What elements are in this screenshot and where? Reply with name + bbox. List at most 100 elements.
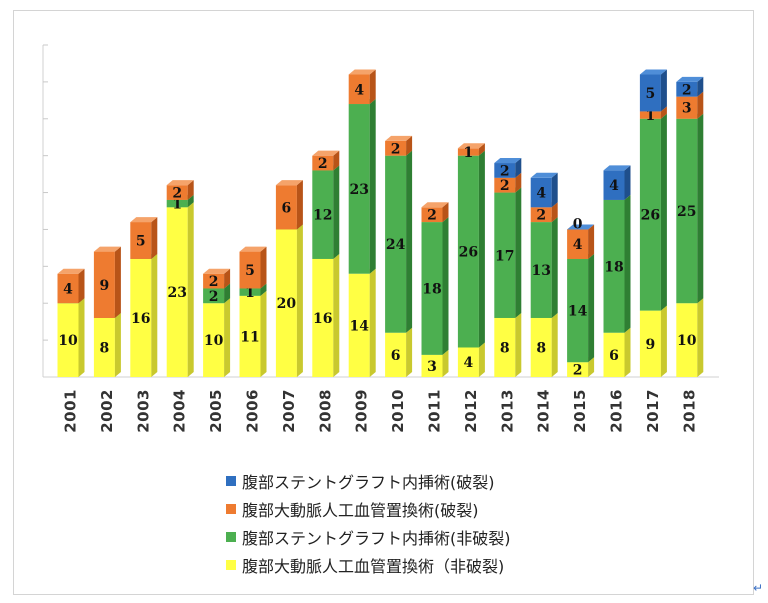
data-label: 23 bbox=[167, 285, 186, 301]
data-label: 8 bbox=[500, 340, 510, 356]
data-label: 6 bbox=[609, 348, 619, 364]
bar-segment bbox=[239, 288, 261, 296]
bar-segment-top bbox=[275, 180, 303, 186]
bar-segment-side bbox=[697, 298, 704, 377]
data-label: 4 bbox=[536, 186, 546, 202]
legend-swatch bbox=[226, 504, 236, 514]
bar-segment-side bbox=[442, 217, 449, 355]
bar-segment-top bbox=[130, 217, 158, 223]
legend-label: 腹部大動脈人工血管置換術（非破裂) bbox=[242, 557, 505, 576]
bar-segment bbox=[421, 222, 443, 355]
data-label: 1 bbox=[646, 108, 656, 124]
bar-segment bbox=[603, 332, 625, 377]
bar-segment-top bbox=[93, 246, 121, 252]
data-label: 26 bbox=[641, 208, 660, 224]
bar-segment-side bbox=[296, 224, 303, 377]
data-label: 16 bbox=[131, 311, 150, 327]
data-label: 1 bbox=[245, 285, 255, 301]
bar-segment-top bbox=[421, 202, 449, 208]
bar-segment bbox=[130, 222, 152, 259]
bar-segment-side bbox=[369, 268, 376, 377]
bar-segment bbox=[57, 303, 79, 377]
bar-segment-side bbox=[660, 69, 667, 112]
data-label: 14 bbox=[568, 304, 588, 320]
bar-segment bbox=[676, 81, 698, 97]
bar-segment bbox=[494, 177, 516, 193]
x-tick-label: 2017 bbox=[644, 389, 662, 433]
bar-segment-side bbox=[406, 327, 413, 377]
bar-segment-side bbox=[697, 91, 704, 119]
bar-segment-top bbox=[676, 76, 704, 82]
legend-label: 腹部ステントグラフト内挿術(破裂) bbox=[242, 473, 495, 492]
bar-segment-side bbox=[224, 298, 231, 377]
data-label: 26 bbox=[459, 245, 478, 261]
bar-segment bbox=[385, 155, 407, 333]
legend-label: 腹部ステントグラフト内挿術(非破裂) bbox=[242, 529, 511, 548]
bar-segment bbox=[93, 317, 115, 377]
data-label: 1 bbox=[172, 197, 182, 213]
bar-segment-side bbox=[697, 76, 704, 97]
bar-segment bbox=[166, 207, 188, 377]
x-tick-label: 2009 bbox=[353, 389, 371, 433]
bar-segment-side bbox=[187, 202, 194, 377]
data-label: 2 bbox=[318, 156, 328, 172]
bar-segment bbox=[676, 96, 698, 119]
x-tick-label: 2013 bbox=[498, 389, 516, 433]
bar-segment bbox=[385, 140, 407, 156]
data-label: 10 bbox=[204, 333, 224, 349]
bar-segment bbox=[421, 354, 443, 377]
bar-segment-side bbox=[697, 113, 704, 304]
data-label: 10 bbox=[58, 333, 78, 349]
bar-segment-top bbox=[239, 246, 267, 252]
x-tick-label: 2007 bbox=[280, 389, 298, 433]
legend-item-stent-rupture: 腹部ステントグラフト内挿術(破裂) bbox=[226, 469, 511, 493]
data-label: 20 bbox=[277, 296, 297, 312]
data-label: 5 bbox=[136, 234, 146, 250]
bar-segment bbox=[530, 317, 552, 377]
bar-segment-side bbox=[515, 187, 522, 318]
x-tick-label: 2014 bbox=[535, 389, 553, 433]
bar-segment-side bbox=[151, 217, 158, 259]
bar-segment bbox=[312, 155, 334, 171]
bar-segment-side bbox=[515, 158, 522, 178]
bar-segment-side bbox=[187, 194, 194, 208]
bar-segment-side bbox=[224, 283, 231, 304]
bar-segment-side bbox=[151, 253, 158, 377]
bar-segment-side bbox=[551, 217, 558, 318]
data-label: 2 bbox=[209, 274, 219, 290]
x-tick-label: 2016 bbox=[608, 389, 626, 433]
bar-segment-top bbox=[494, 158, 522, 164]
bar-segment-side bbox=[515, 172, 522, 193]
bar-segment bbox=[421, 207, 443, 223]
bar-segment bbox=[130, 258, 152, 377]
bar-segment bbox=[676, 303, 698, 377]
bar-segment-side bbox=[442, 202, 449, 223]
bar-segment bbox=[57, 273, 79, 304]
x-tick-label: 2012 bbox=[462, 389, 480, 433]
data-label: 9 bbox=[646, 337, 656, 353]
data-label: 2 bbox=[427, 208, 437, 224]
bar-segment-side bbox=[624, 194, 631, 333]
bar-segment-top bbox=[530, 172, 558, 178]
data-label: 8 bbox=[536, 340, 546, 356]
bar-segment-side bbox=[588, 224, 595, 259]
bar-segment bbox=[530, 222, 552, 318]
bar-segment-side bbox=[187, 180, 194, 200]
legend-swatch bbox=[226, 560, 236, 570]
bar-segment bbox=[494, 163, 516, 178]
bar-segment bbox=[639, 118, 661, 311]
bar-segment-side bbox=[660, 113, 667, 311]
data-label: 3 bbox=[682, 101, 692, 117]
bar-segment bbox=[239, 251, 261, 289]
data-label: 8 bbox=[100, 340, 110, 356]
legend-label: 腹部大動脈人工血管置換術(破裂) bbox=[242, 501, 479, 520]
bar-segment bbox=[530, 207, 552, 223]
bar-segment bbox=[567, 362, 589, 377]
data-label: 5 bbox=[646, 86, 656, 102]
data-label: 6 bbox=[282, 200, 292, 216]
data-label: 4 bbox=[573, 237, 583, 253]
x-tick-label: 2018 bbox=[680, 389, 698, 433]
bar-segment-side bbox=[333, 253, 340, 377]
bar-segment bbox=[348, 273, 370, 377]
bar-segment-top bbox=[639, 69, 667, 75]
